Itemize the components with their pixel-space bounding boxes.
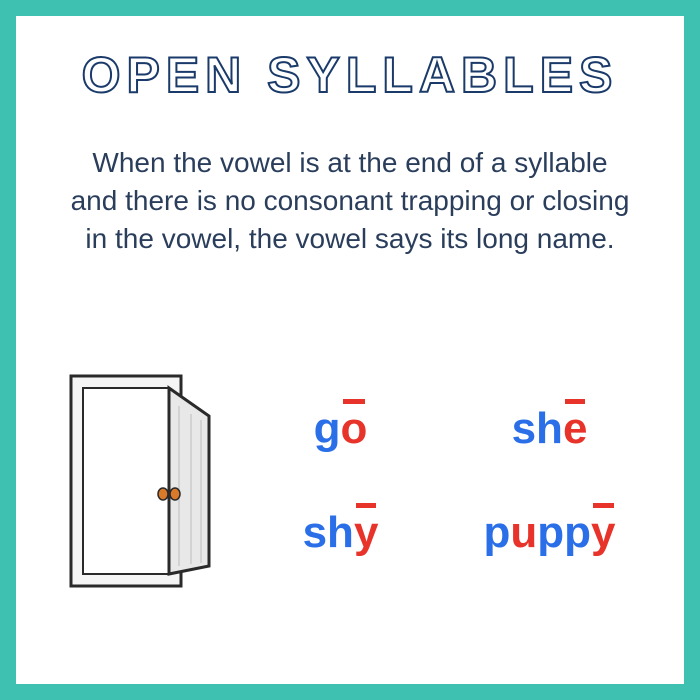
consonant-segment: p (483, 508, 510, 557)
example-word: shy (246, 511, 435, 555)
example-word: she (455, 407, 644, 451)
vowel-segment: y (591, 508, 615, 557)
example-words-grid: go she shy puppy (226, 407, 654, 555)
page-title: OPEN SYLLABLES (46, 46, 654, 104)
consonant-segment: sh (303, 508, 354, 557)
example-word: puppy (455, 511, 644, 555)
consonant-segment: pp (537, 508, 591, 557)
vowel-segment: u (510, 508, 537, 557)
vowel-segment: e (563, 404, 587, 453)
example-word: go (246, 407, 435, 451)
poster-frame: OPEN SYLLABLES When the vowel is at the … (0, 0, 700, 700)
examples-area: go she shy puppy (46, 297, 654, 664)
vowel-segment: y (354, 508, 378, 557)
door-illustration (46, 366, 226, 596)
description-text: When the vowel is at the end of a syllab… (46, 144, 654, 257)
consonant-segment: sh (512, 404, 563, 453)
vowel-segment: o (341, 404, 368, 453)
consonant-segment: g (314, 404, 341, 453)
open-door-icon (61, 366, 211, 596)
